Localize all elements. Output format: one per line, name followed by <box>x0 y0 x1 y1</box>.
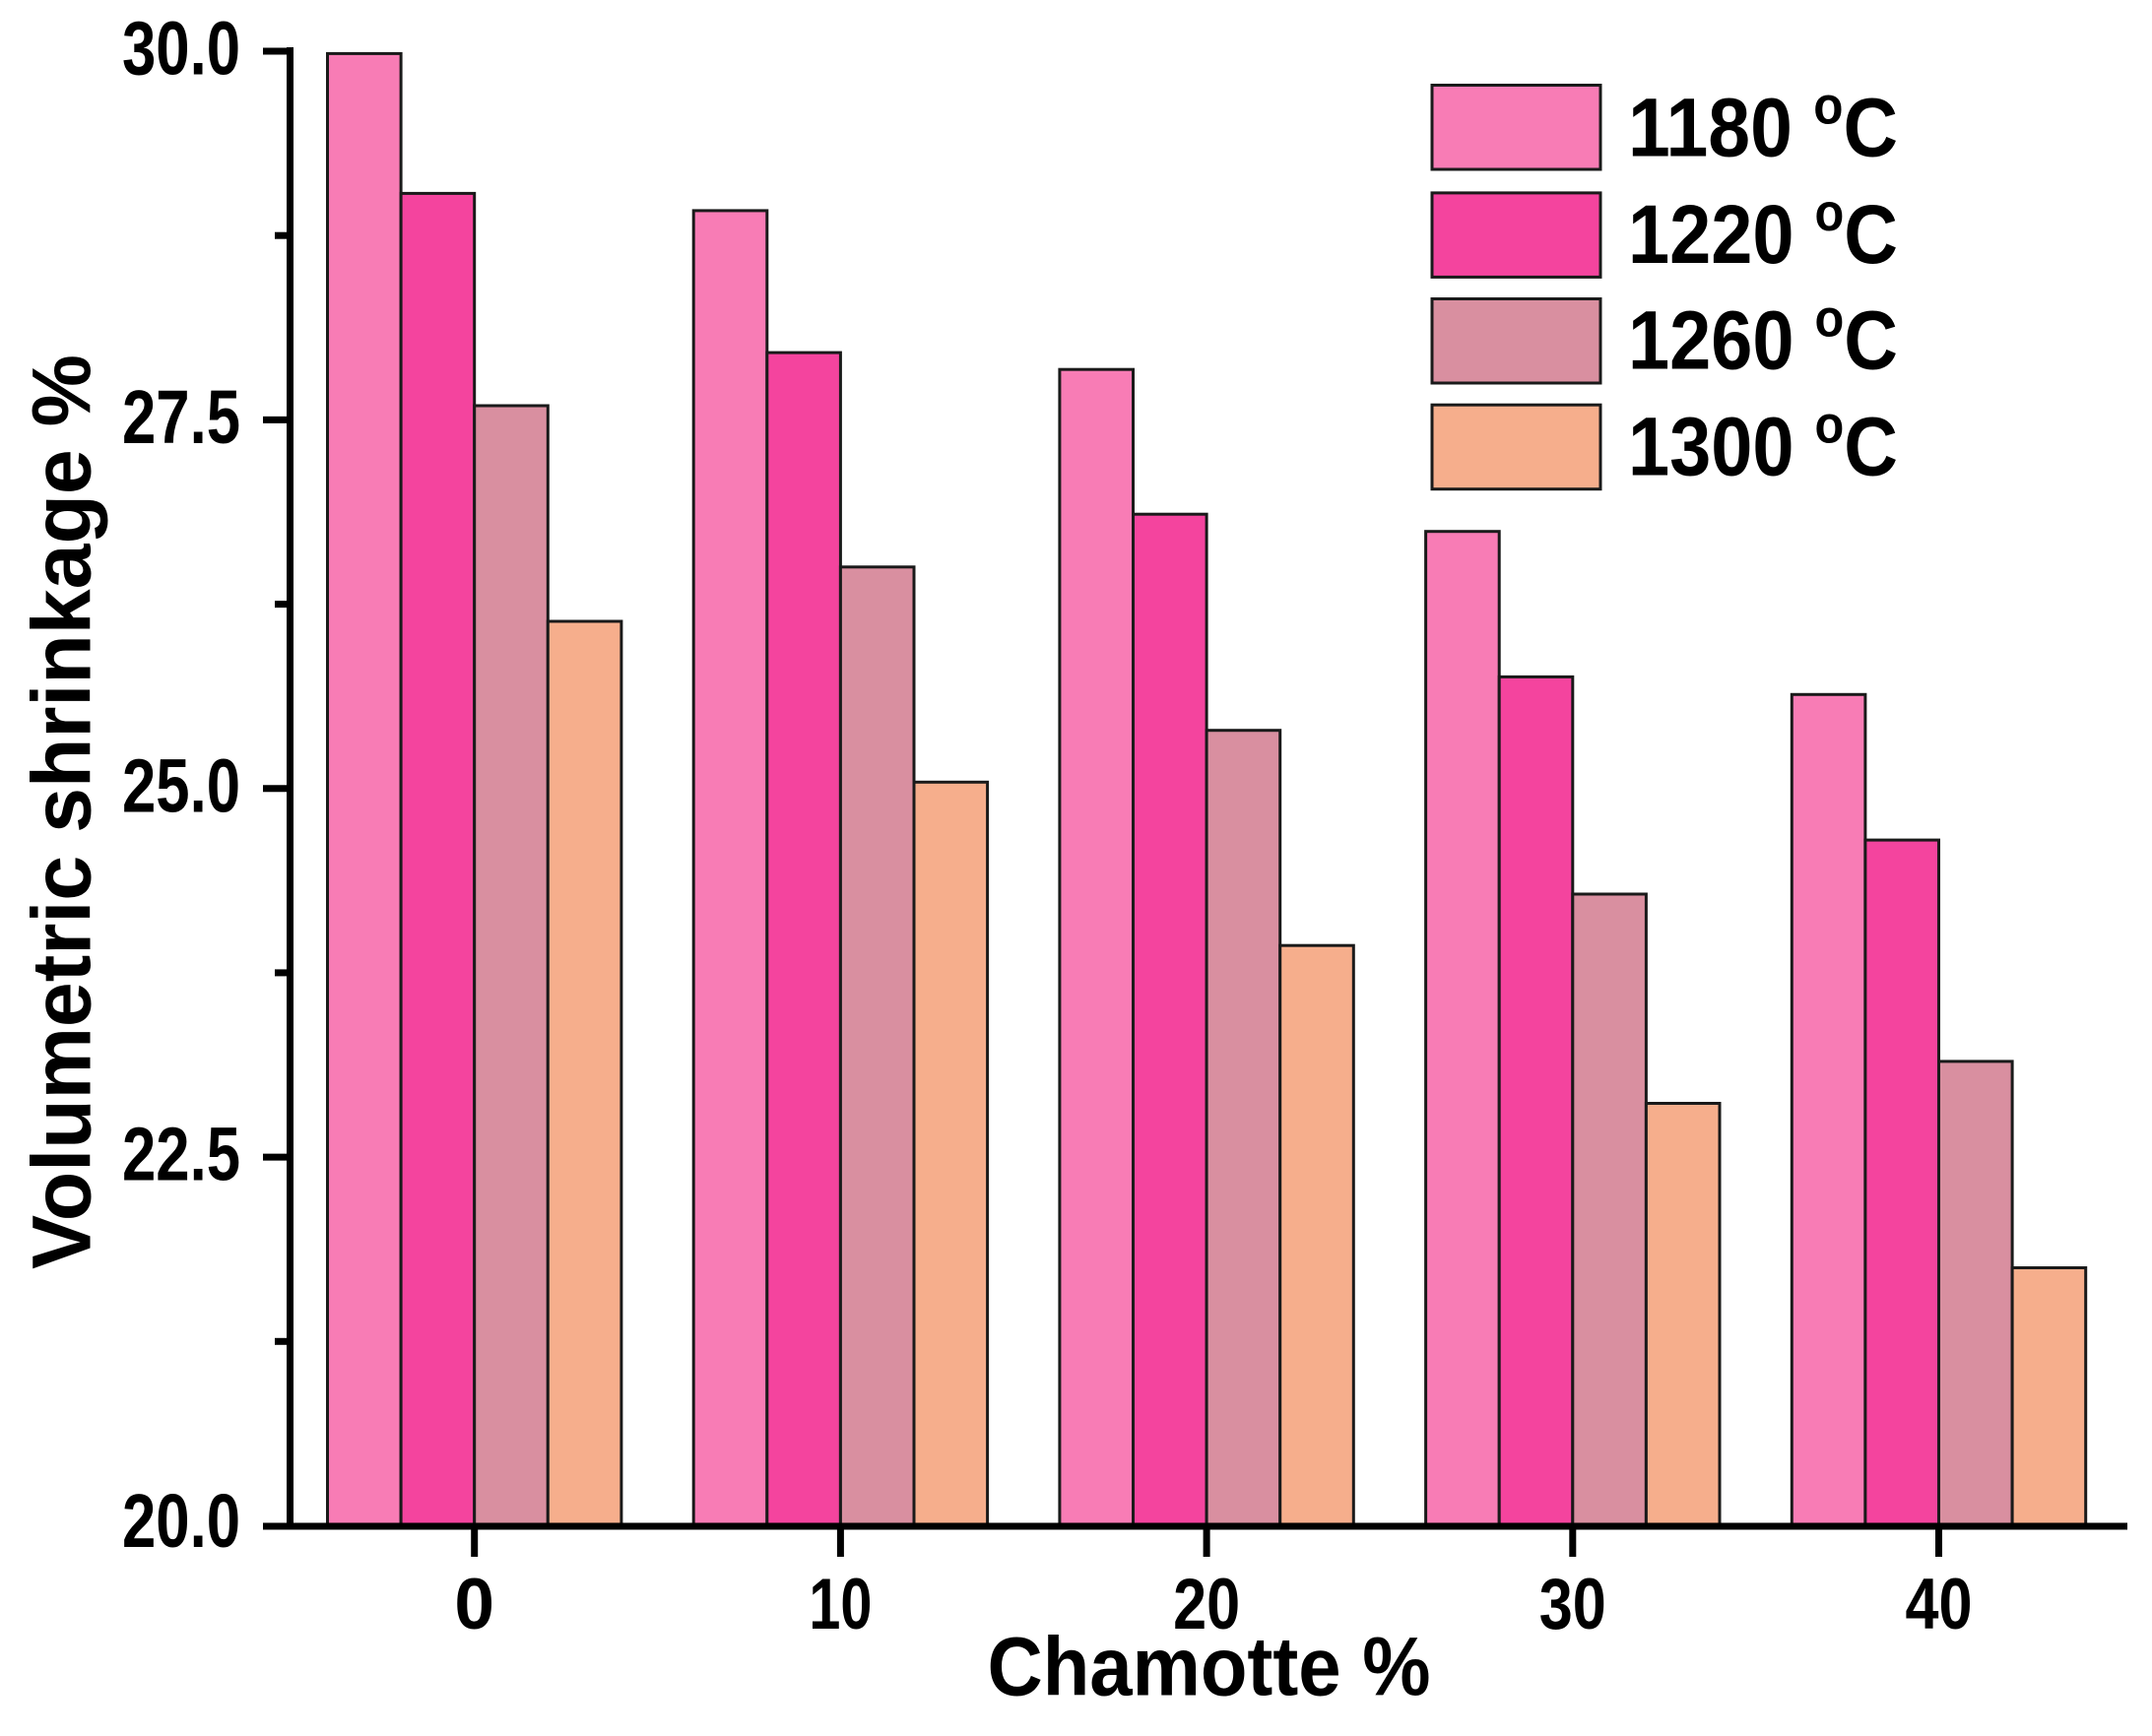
svg-text:40: 40 <box>1906 1565 1973 1644</box>
svg-text:10: 10 <box>809 1565 872 1644</box>
svg-text:25.0: 25.0 <box>122 743 240 828</box>
svg-text:1300 oC: 1300 oC <box>1628 396 1898 493</box>
svg-text:1260 oC: 1260 oC <box>1628 289 1898 387</box>
svg-text:Volumetric shrinkage %: Volumetric shrinkage % <box>16 354 108 1269</box>
svg-text:20.0: 20.0 <box>122 1479 240 1564</box>
svg-text:1220 oC: 1220 oC <box>1628 183 1898 281</box>
svg-text:27.5: 27.5 <box>122 375 240 460</box>
svg-text:Chamotte %: Chamotte % <box>988 1621 1431 1713</box>
svg-text:30: 30 <box>1539 1565 1606 1644</box>
svg-text:22.5: 22.5 <box>122 1113 240 1197</box>
svg-text:30.0: 30.0 <box>122 7 240 92</box>
svg-text:20: 20 <box>1173 1565 1240 1644</box>
svg-text:1180 oC: 1180 oC <box>1628 76 1898 173</box>
svg-text:0: 0 <box>454 1565 494 1644</box>
